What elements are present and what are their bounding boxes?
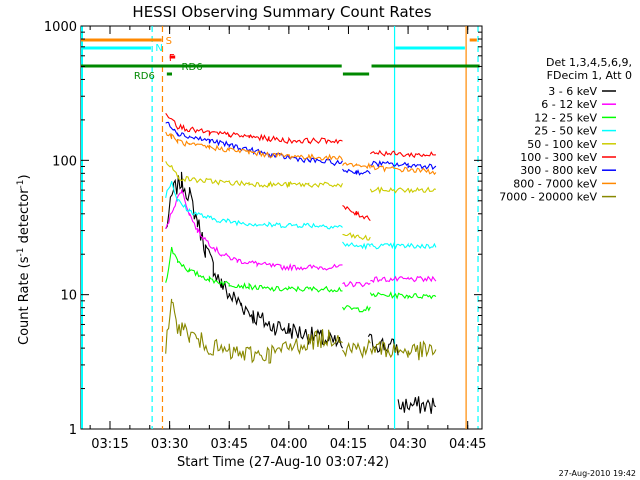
series-line (369, 186, 437, 195)
series-line (369, 291, 437, 300)
series-line (165, 112, 343, 145)
state-flag-label: N (155, 43, 162, 54)
legend-entry-label: 6 - 12 keV (541, 98, 597, 111)
y-tick-label: 1000 (44, 20, 77, 35)
legend-entry-label: 100 - 300 keV (520, 151, 597, 164)
legend: Det 1,3,4,5,6,9, FDecim 1, Att 0 3 - 6 k… (499, 56, 632, 204)
y-axis: 1 10 100 1000 (44, 20, 482, 438)
legend-entry-label: 12 - 25 keV (534, 111, 597, 124)
series-line (165, 161, 344, 189)
series-line (342, 280, 371, 288)
footer-date: 27-Aug-2010 19:42 (559, 469, 636, 478)
state-flag-label: S (166, 36, 172, 47)
legend-header-2: FDecim 1, Att 0 (547, 69, 632, 82)
series-line (165, 298, 343, 364)
x-tick-label: 04:00 (270, 437, 307, 452)
y-tick-label: 100 (52, 154, 77, 169)
x-tick-label: 04:30 (389, 437, 426, 452)
y-tick-label: 1 (69, 423, 77, 438)
series-line (342, 241, 371, 251)
legend-entry-label: 300 - 800 keV (520, 164, 597, 177)
chart-title: HESSI Observing Summary Count Rates (132, 3, 431, 21)
series-line (165, 171, 343, 349)
x-tick-label: 03:15 (91, 437, 128, 452)
series-line (165, 180, 343, 230)
series-line (165, 188, 343, 272)
series-line (165, 121, 343, 167)
series-line (370, 159, 437, 170)
series-line (342, 304, 371, 313)
x-axis-label: Start Time (27-Aug-10 03:07:42) (177, 455, 389, 470)
legend-entry-label: 7000 - 20000 keV (499, 191, 597, 204)
series-line (342, 168, 371, 176)
legend-entry-label: 800 - 7000 keV (513, 177, 597, 190)
legend-entry-label: 50 - 100 keV (527, 138, 597, 151)
state-flag-label: RD6 (134, 71, 155, 82)
series-line (369, 242, 437, 250)
x-tick-label: 03:30 (151, 437, 188, 452)
y-tick-label: 10 (60, 289, 77, 304)
legend-entry-label: 3 - 6 keV (548, 85, 597, 98)
series-line (397, 396, 437, 414)
series-line (342, 205, 371, 222)
series-line (370, 275, 437, 283)
state-flag-label: RD6 (182, 62, 203, 73)
series-line (342, 162, 371, 170)
x-tick-label: 03:45 (211, 437, 248, 452)
series-line (165, 246, 343, 293)
series-line (342, 338, 371, 360)
series-line (369, 149, 436, 159)
series-line (369, 164, 437, 176)
x-tick-label: 04:45 (449, 437, 486, 452)
y-axis-label: Count Rate (s-1 detector-1) (16, 174, 32, 345)
series-line (165, 131, 343, 162)
legend-header-1: Det 1,3,4,5,6,9, (546, 56, 632, 69)
series-line (369, 340, 437, 361)
legend-entry-label: 25 - 50 keV (534, 125, 597, 138)
x-tick-label: 04:15 (330, 437, 367, 452)
state-flag-label: F (169, 53, 175, 64)
x-axis: 03:15 03:30 03:45 04:00 04:15 04:30 04:45 (89, 26, 486, 452)
series-line (342, 232, 371, 241)
